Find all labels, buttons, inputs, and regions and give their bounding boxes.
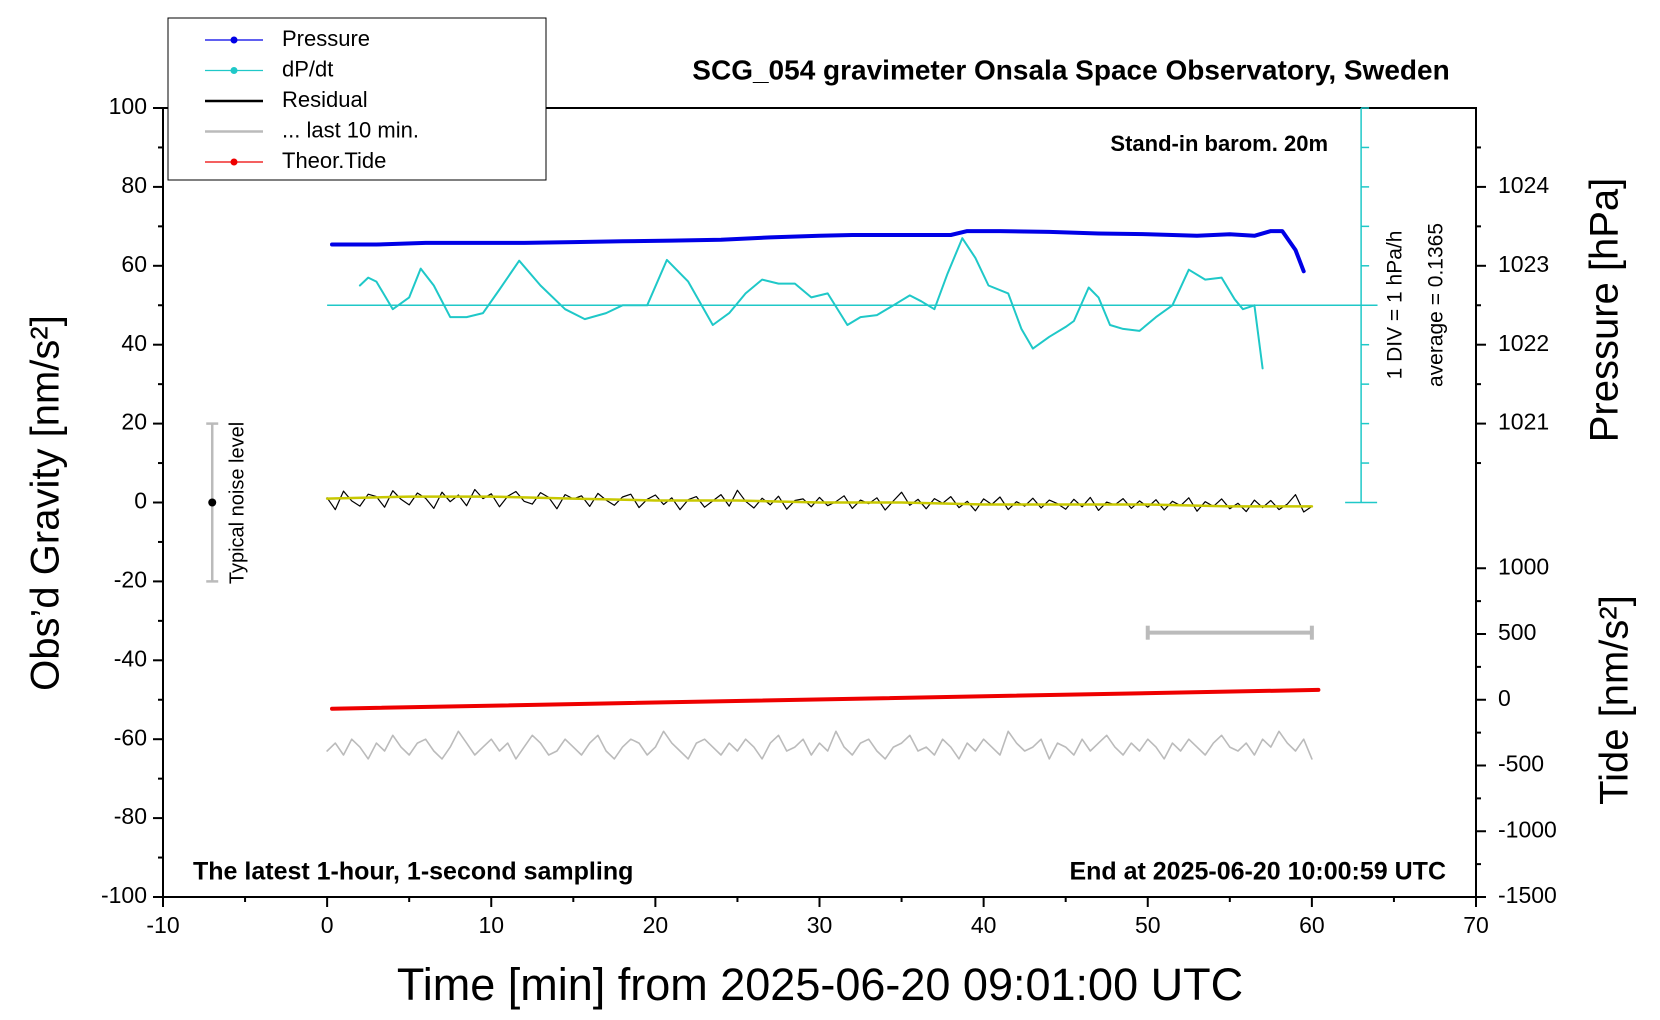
y-tick-label: 60 — [121, 251, 147, 277]
series-line — [358, 237, 1264, 370]
noise-label: Typical noise level — [226, 422, 248, 584]
y-right-tick-label: -500 — [1498, 751, 1544, 777]
y-right-tick-label: 1000 — [1498, 553, 1549, 579]
legend-label: Theor.Tide — [282, 148, 386, 173]
note: End at 2025-06-20 10:00:59 UTC — [1069, 858, 1446, 886]
y-tick-label: 0 — [134, 488, 147, 514]
legend-marker — [230, 36, 238, 44]
smoothed-line — [325, 495, 1314, 508]
chart-title: SCG_054 gravimeter Onsala Space Observat… — [692, 54, 1449, 85]
x-tick-label: -10 — [146, 912, 179, 938]
x-tick-label: 30 — [807, 912, 833, 938]
y-tick-label: -60 — [114, 724, 147, 750]
legend-marker — [230, 158, 238, 166]
y-right-tick-label: 1023 — [1498, 251, 1549, 277]
legend-marker — [230, 67, 238, 74]
dpdt-average-label: average = 0.1365 — [1425, 223, 1448, 387]
dpdt-scale-label: 1 DIV = 1 hPa/h — [1384, 231, 1407, 380]
note: Stand-in barom. 20m — [1110, 131, 1328, 156]
y-right-tick-label: -1000 — [1498, 816, 1557, 842]
x-tick-label: 60 — [1299, 912, 1325, 938]
y-tick-label: -100 — [101, 882, 147, 908]
y-right-tick-label: 1024 — [1498, 172, 1549, 198]
legend-label: Pressure — [282, 26, 370, 51]
y-right-tick-label: 1021 — [1498, 409, 1549, 435]
y-axis-label: Obs’d Gravity [nm/s²] — [24, 315, 68, 691]
y-tick-label: 100 — [109, 93, 147, 119]
series-line — [326, 730, 1313, 760]
x-tick-label: 20 — [643, 912, 669, 938]
y-right-tick-label: 1022 — [1498, 330, 1549, 356]
x-axis-label: Time [min] from 2025-06-20 09:01:00 UTC — [397, 959, 1243, 1010]
y-tick-label: 40 — [121, 330, 147, 356]
y-tick-label: 80 — [121, 172, 147, 198]
legend-label: Residual — [282, 87, 368, 112]
y-tick-label: 20 — [121, 409, 147, 435]
x-tick-label: 40 — [971, 912, 997, 938]
y-right-tick-label: 500 — [1498, 619, 1536, 645]
x-tick-label: 70 — [1463, 912, 1489, 938]
legend-label: ... last 10 min. — [282, 117, 419, 142]
y-right-tick-label: 0 — [1498, 685, 1511, 711]
x-tick-label: 10 — [478, 912, 504, 938]
y2-axis-label: Pressure [hPa] — [1583, 178, 1627, 443]
y-tick-label: -80 — [114, 803, 147, 829]
series-line — [330, 229, 1306, 274]
legend-label: dP/dt — [282, 56, 333, 81]
noise-center — [208, 498, 217, 507]
x-tick-label: 50 — [1135, 912, 1161, 938]
y-tick-label: -20 — [114, 566, 147, 592]
series-line — [326, 488, 1313, 513]
legend-box — [167, 17, 547, 181]
y-tick-label: -40 — [114, 645, 147, 671]
y3-axis-label: Tide [nm/s²] — [1593, 595, 1637, 805]
note: The latest 1-hour, 1-second sampling — [193, 858, 633, 886]
x-tick-label: 0 — [321, 912, 334, 938]
series-line — [330, 687, 1321, 711]
y-right-tick-label: -1500 — [1498, 882, 1557, 908]
